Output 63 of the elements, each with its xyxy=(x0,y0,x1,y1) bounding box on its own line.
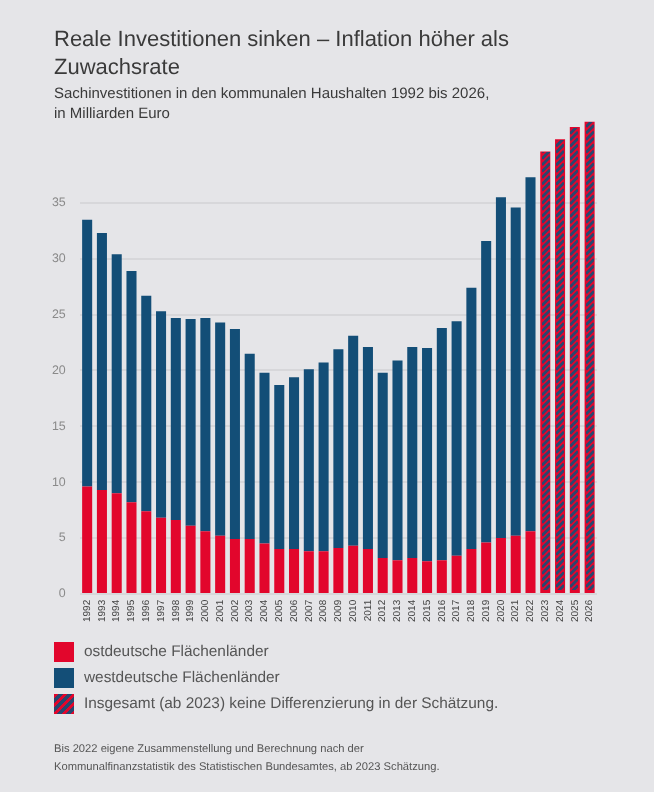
bar xyxy=(289,377,300,550)
bar xyxy=(510,535,521,593)
bar xyxy=(525,177,536,532)
bar xyxy=(495,197,506,538)
bar xyxy=(259,372,270,544)
bar xyxy=(481,240,492,543)
bar xyxy=(318,551,329,593)
bar xyxy=(170,520,181,593)
bar xyxy=(481,542,492,593)
bar xyxy=(244,539,255,593)
bar xyxy=(392,360,403,561)
bar xyxy=(407,558,418,593)
bar xyxy=(141,511,152,593)
bar xyxy=(318,362,329,552)
bar xyxy=(229,539,240,593)
bar xyxy=(407,346,418,559)
bar xyxy=(185,319,196,526)
bar xyxy=(392,560,403,593)
bar xyxy=(303,369,314,552)
bar xyxy=(156,311,167,518)
bar xyxy=(111,254,122,494)
bar xyxy=(348,545,359,593)
bar xyxy=(377,372,388,559)
bar xyxy=(259,543,270,593)
bar xyxy=(377,558,388,593)
bar xyxy=(451,321,462,556)
bar xyxy=(215,535,226,593)
bar xyxy=(274,549,285,593)
bar xyxy=(141,295,152,512)
bar xyxy=(244,353,255,540)
bar xyxy=(82,486,93,593)
bar xyxy=(362,346,373,550)
bar xyxy=(451,555,462,593)
bar xyxy=(200,531,211,593)
bar xyxy=(289,549,300,593)
bar xyxy=(126,271,137,503)
bar xyxy=(495,537,506,593)
bar xyxy=(436,328,447,561)
bar xyxy=(229,329,240,540)
bar xyxy=(274,384,285,550)
bar xyxy=(510,207,521,536)
bar xyxy=(422,348,433,562)
bar xyxy=(362,549,373,593)
bar xyxy=(82,219,93,487)
bar xyxy=(333,349,344,548)
chart-title: Reale Investitionen sinken – Inflation höher als Zuwachsrate xyxy=(54,26,511,82)
bar xyxy=(525,531,536,593)
bar xyxy=(96,489,107,593)
bar xyxy=(436,560,447,593)
bar xyxy=(96,233,107,490)
bar xyxy=(200,317,211,532)
bar xyxy=(170,317,181,521)
bar xyxy=(185,525,196,593)
bar xyxy=(111,493,122,593)
bar xyxy=(333,547,344,593)
bar xyxy=(126,502,137,593)
bar xyxy=(422,561,433,593)
bar xyxy=(215,322,226,536)
bar xyxy=(348,335,359,546)
bar xyxy=(466,549,477,593)
bar xyxy=(466,287,477,550)
bar xyxy=(156,517,167,593)
bar xyxy=(303,551,314,593)
